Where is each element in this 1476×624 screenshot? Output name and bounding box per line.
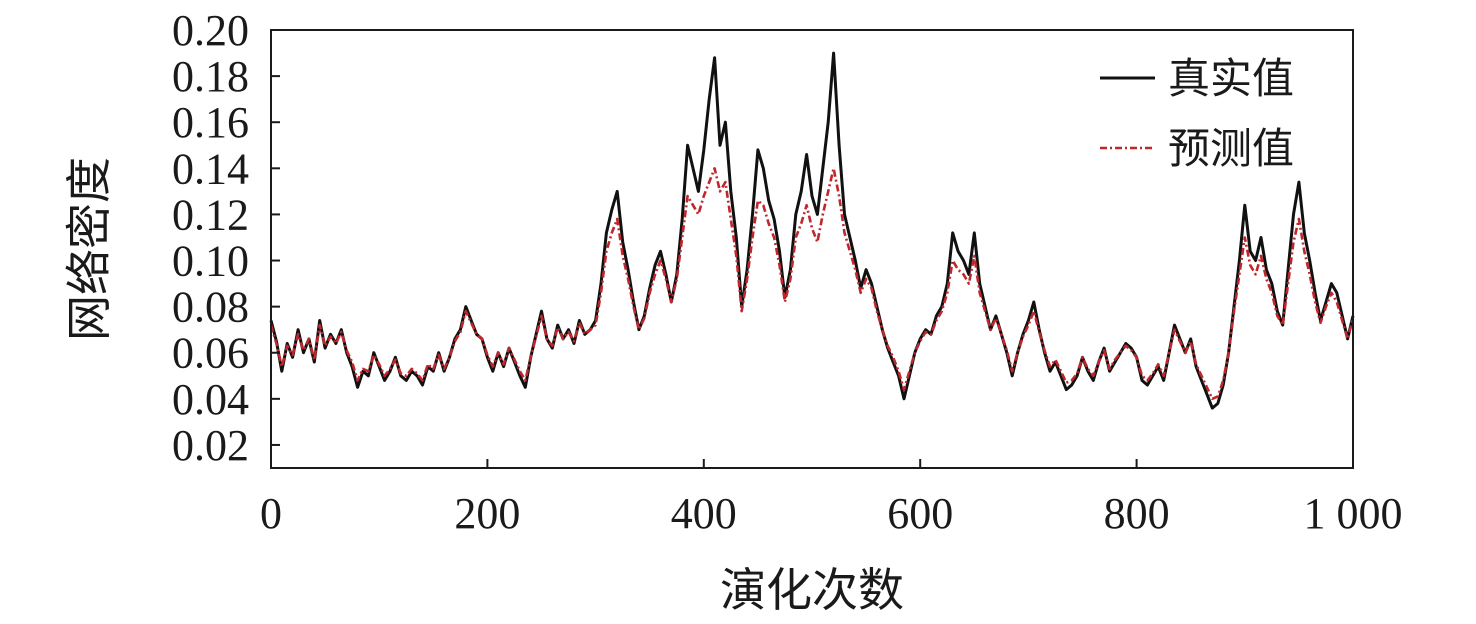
y-tick-label: 0.18 bbox=[172, 52, 249, 101]
plot-area bbox=[269, 51, 1355, 410]
y-tick-label: 0.12 bbox=[172, 190, 249, 239]
x-tick-label: 800 bbox=[1104, 489, 1170, 538]
y-tick-label: 0.14 bbox=[172, 144, 249, 193]
y-tick-label: 0.02 bbox=[172, 421, 249, 470]
legend-label-1: 真实值 bbox=[1168, 54, 1294, 103]
y-axis: 0.020.040.060.080.100.120.140.160.180.20 bbox=[172, 6, 280, 470]
y-tick-label: 0.16 bbox=[172, 98, 249, 147]
plot-frame bbox=[270, 29, 1354, 469]
y-axis-title: 网络密度 bbox=[62, 157, 116, 341]
legend-label-2: 预测值 bbox=[1168, 124, 1294, 173]
series-line-2 bbox=[269, 167, 1355, 401]
y-tick-label: 0.20 bbox=[172, 6, 249, 55]
y-tick-label: 0.10 bbox=[172, 237, 249, 286]
y-tick-label: 0.08 bbox=[172, 283, 249, 332]
x-tick-label: 200 bbox=[454, 489, 520, 538]
x-tick-label: 0 bbox=[260, 489, 282, 538]
x-tick-label: 400 bbox=[671, 489, 737, 538]
x-axis-title: 演化次数 bbox=[720, 563, 904, 617]
x-tick-label: 1 000 bbox=[1304, 489, 1403, 538]
y-tick-label: 0.06 bbox=[172, 329, 249, 378]
x-tick-label: 600 bbox=[887, 489, 953, 538]
x-axis: 0 200 400 600 800 1 000 bbox=[260, 459, 1403, 538]
y-tick-label: 0.04 bbox=[172, 375, 249, 424]
